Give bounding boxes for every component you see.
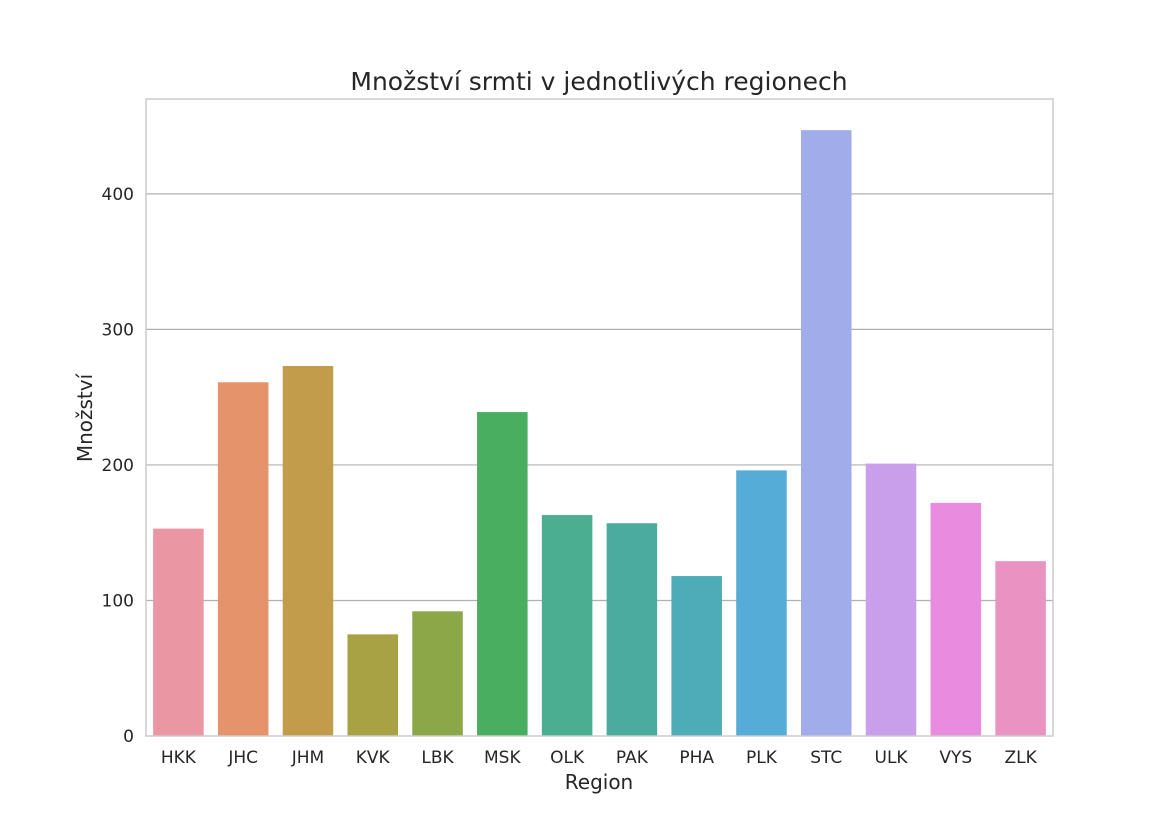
x-tick-label: ZLK <box>1004 748 1037 768</box>
x-tick-label: STC <box>810 748 842 768</box>
bar-lbk <box>412 611 463 736</box>
plot-frame <box>145 98 1054 737</box>
x-tick-label: VYS <box>939 748 972 768</box>
x-tick-label: HKK <box>161 748 197 768</box>
y-tick-label: 0 <box>123 727 134 747</box>
x-tick-label: PLK <box>746 748 778 768</box>
y-tick-label: 100 <box>102 591 134 611</box>
y-tick-label: 400 <box>102 185 134 205</box>
bar-msk <box>477 412 528 736</box>
x-axis-label: Region <box>565 770 633 794</box>
bar-jhm <box>282 365 334 736</box>
bar-ulk <box>865 463 917 736</box>
bar-kvk <box>347 634 399 736</box>
bar-zlk <box>995 561 1046 736</box>
bars <box>153 130 1046 736</box>
bar-pha <box>671 576 722 736</box>
y-tick-label: 300 <box>102 320 134 340</box>
bar-olk <box>541 515 593 736</box>
x-tick-label: PAK <box>616 748 649 768</box>
x-tick-label: JHM <box>291 748 324 768</box>
y-axis-label: Množství <box>73 372 97 462</box>
bar-stc <box>800 130 852 736</box>
bar-jhc <box>217 382 269 736</box>
bar-pak <box>606 523 658 736</box>
x-tick-label: MSK <box>484 748 521 768</box>
bar-plk <box>736 470 787 736</box>
x-tick-label: LBK <box>421 748 454 768</box>
x-tick-label: PHA <box>679 748 714 768</box>
x-tick-label: ULK <box>875 748 909 768</box>
x-tick-label: OLK <box>550 748 585 768</box>
bar-vys <box>930 502 982 736</box>
y-tick-labels: 0 100 200 300 400 <box>102 185 134 747</box>
x-tick-label: JHC <box>227 748 258 768</box>
x-tick-labels: HKK JHC JHM KVK LBK MSK OLK PAK PHA PLK STC ULK VYS Z… <box>161 748 1038 768</box>
chart-title: Množství srmti v jednotlivých regionech <box>350 67 847 96</box>
bar-hkk <box>153 528 204 736</box>
x-tick-label: KVK <box>356 748 391 768</box>
y-tick-label: 200 <box>102 456 134 476</box>
